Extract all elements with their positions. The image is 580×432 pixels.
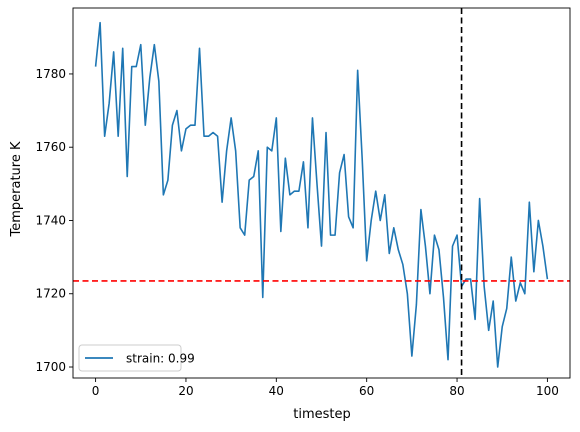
x-tick-label: 0 xyxy=(92,384,100,398)
y-tick-label: 1740 xyxy=(35,213,66,227)
plot-area xyxy=(73,8,570,378)
y-tick-label: 1780 xyxy=(35,67,66,81)
axes: 0 20 40 60 80 100 1700 1720 1740 1760 1780 xyxy=(35,7,571,398)
x-tick-label: 20 xyxy=(178,384,193,398)
y-tick-label: 1720 xyxy=(35,287,66,301)
x-tick-label: 100 xyxy=(536,384,559,398)
y-tick-label: 1700 xyxy=(35,360,66,374)
x-tick-label: 60 xyxy=(359,384,374,398)
x-tick-label: 40 xyxy=(269,384,284,398)
series-line-0 xyxy=(94,21,549,368)
y-axis-label: Temperature K xyxy=(9,141,24,237)
legend-label: strain: 0.99 xyxy=(126,352,195,366)
legend-frame xyxy=(78,344,182,372)
x-axis-label: timestep xyxy=(293,407,351,422)
y-tick-label: 1760 xyxy=(35,140,66,154)
legend: strain: 0.99 xyxy=(78,344,195,372)
axes-frame xyxy=(72,7,571,379)
x-tick-label: 80 xyxy=(449,384,464,398)
